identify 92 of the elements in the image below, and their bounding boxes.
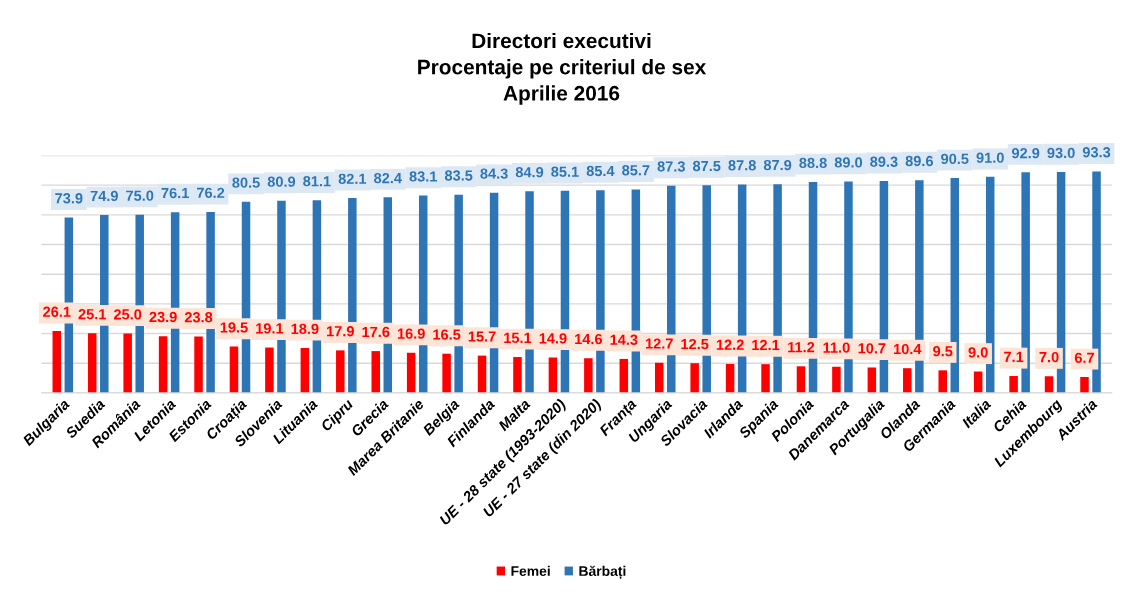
- bar: [690, 363, 699, 393]
- bar: [584, 358, 593, 393]
- data-label: 18.9: [291, 323, 319, 335]
- data-label: 12.7: [645, 338, 673, 349]
- bar: [229, 346, 239, 393]
- bar: [1009, 376, 1018, 393]
- data-label: 82.4: [374, 172, 402, 184]
- data-label: 10.7: [858, 343, 886, 354]
- bar: [371, 351, 380, 393]
- data-label: 12.1: [752, 339, 780, 351]
- data-label: 85.4: [586, 165, 615, 177]
- data-label: 14.3: [610, 334, 638, 345]
- data-label: 91.0: [976, 152, 1004, 163]
- data-label: 12.2: [716, 339, 744, 350]
- data-label: 80.9: [267, 176, 296, 187]
- data-label: 23.9: [149, 311, 177, 323]
- data-label: 16.5: [433, 329, 461, 340]
- data-label: 25.1: [78, 308, 107, 320]
- data-label: 75.0: [126, 190, 154, 201]
- data-label: 15.1: [504, 332, 532, 344]
- data-label: 12.5: [681, 338, 709, 350]
- bar: [513, 357, 522, 393]
- bar: [867, 367, 877, 393]
- data-label: 23.8: [184, 312, 213, 323]
- data-label: 92.9: [1011, 148, 1040, 159]
- bar: [832, 366, 841, 393]
- data-label: 15.7: [468, 331, 496, 342]
- data-label: 93.3: [1082, 147, 1111, 158]
- bar: [477, 355, 487, 393]
- data-label: 89.0: [834, 157, 863, 168]
- bar: [903, 368, 912, 393]
- data-label: 7.1: [1004, 351, 1024, 362]
- data-label: 84.3: [480, 168, 508, 179]
- bar: [1080, 376, 1089, 393]
- bar: [300, 348, 310, 393]
- data-label: 76.1: [161, 187, 189, 199]
- data-label: 90.5: [941, 153, 969, 165]
- data-label: 74.9: [90, 190, 118, 202]
- data-label: 25.0: [113, 309, 142, 320]
- bar: [52, 330, 62, 393]
- bar: [725, 363, 735, 393]
- data-label: 83.5: [444, 170, 473, 181]
- data-label: 85.7: [622, 165, 650, 176]
- data-label: 87.8: [728, 160, 756, 171]
- data-label: 7.0: [1039, 351, 1059, 363]
- bar: [406, 352, 416, 393]
- data-label: 9.0: [968, 347, 988, 358]
- data-label: 11.0: [823, 342, 850, 353]
- data-label: 16.9: [397, 328, 425, 339]
- data-label: 19.1: [256, 323, 284, 334]
- data-label: 87.3: [657, 161, 685, 172]
- data-label: 17.6: [362, 326, 390, 338]
- data-label: 87.9: [763, 159, 792, 171]
- data-label: 85.1: [551, 166, 579, 177]
- bar: [938, 370, 947, 393]
- bar: [654, 362, 664, 393]
- data-label: 83.1: [409, 171, 437, 182]
- chart-title: Directori executivi Procentaje pe criteriul de sex Aprilie 2016: [418, 32, 707, 105]
- data-label: 81.1: [303, 176, 331, 187]
- data-label: 76.2: [197, 187, 225, 198]
- bar: [265, 347, 274, 393]
- data-label: 80.5: [232, 177, 260, 188]
- bar: [123, 333, 132, 393]
- bar: [796, 366, 806, 393]
- bar: [1044, 376, 1054, 393]
- bar: [761, 364, 770, 393]
- data-label: 6.7: [1074, 352, 1094, 363]
- bar: [548, 357, 558, 393]
- bar: [619, 358, 629, 393]
- data-label: 11.2: [788, 341, 815, 353]
- data-label: 19.5: [220, 322, 248, 333]
- data-label: 88.8: [799, 157, 827, 169]
- bar: [158, 336, 168, 393]
- data-label: 10.4: [894, 343, 922, 355]
- data-label: 82.1: [338, 173, 367, 184]
- data-label: 14.9: [539, 333, 567, 344]
- data-label: 89.3: [870, 156, 898, 167]
- data-label: 93.0: [1047, 147, 1075, 159]
- bar: [442, 353, 451, 393]
- data-label: 89.6: [905, 155, 934, 167]
- bar: [336, 350, 345, 393]
- data-label: 84.9: [515, 167, 544, 178]
- data-label: 26.1: [43, 306, 71, 317]
- data-label: 9.5: [933, 346, 953, 357]
- legend-label: Femei: [511, 565, 550, 576]
- data-label: 17.9: [327, 326, 354, 337]
- bar: [87, 333, 97, 393]
- legend-label: Bărbați: [579, 565, 626, 580]
- data-label: 14.6: [575, 333, 603, 345]
- data-label: 73.9: [55, 193, 83, 204]
- data-label: 87.5: [692, 160, 721, 172]
- bar: [194, 336, 203, 393]
